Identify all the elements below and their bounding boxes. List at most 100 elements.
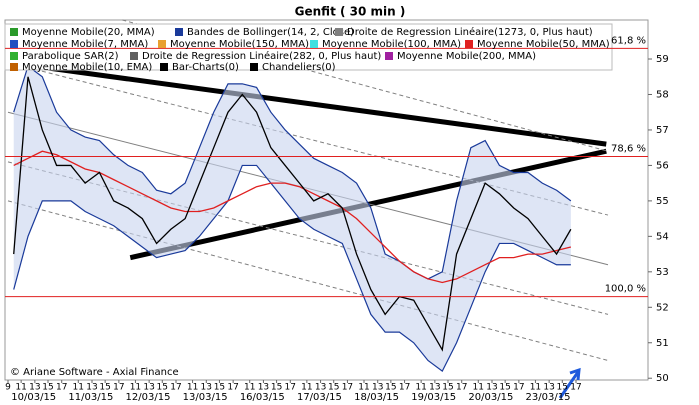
x-minor-label: 11 <box>530 383 541 393</box>
bollinger-fill <box>13 66 571 372</box>
legend-label: Moyenne Mobile(7, MMA) <box>22 39 148 50</box>
fib-label: 61,8 % <box>611 35 646 46</box>
legend-box <box>4 23 613 71</box>
x-tick-label: 18/03/15 <box>354 392 399 403</box>
x-minor-label: 17 <box>399 383 410 393</box>
x-minor-label: 17 <box>170 383 181 393</box>
x-tick-label: 10/03/15 <box>11 392 56 403</box>
legend-label: Bar-Charts(0) <box>172 62 239 73</box>
legend-swatch <box>10 52 18 60</box>
y-tick-label: 58 <box>656 89 669 100</box>
x-tick-label: 19/03/15 <box>411 392 456 403</box>
y-tick-label: 54 <box>656 231 669 242</box>
bollinger-upper <box>13 65 572 280</box>
legend-swatch <box>10 28 18 36</box>
legend-swatch <box>10 40 18 48</box>
legend-label: Moyenne Mobile(20, MMA) <box>22 27 155 38</box>
trendline <box>7 200 609 361</box>
x-minor-label: 17 <box>56 383 67 393</box>
x-minor-label: 11 <box>415 383 426 393</box>
legend-swatch <box>175 28 183 36</box>
x-minor-label: 11 <box>187 383 198 393</box>
legend-label: Droite de Regression Linéaire(282, 0, Pl… <box>142 50 381 62</box>
x-minor-label: 15 <box>42 383 53 393</box>
x-minor-label: 15 <box>99 383 110 393</box>
bollinger-lower <box>13 164 571 373</box>
x-minor-label: 11 <box>301 383 312 393</box>
x-minor-label: 13 <box>486 383 497 393</box>
x-tick-label: 23/03/15 <box>526 392 571 403</box>
legend-label: Droite de Regression Linéaire(1273, 0, P… <box>347 26 593 38</box>
series-line <box>13 76 572 352</box>
y-tick-label: 59 <box>656 54 669 65</box>
x-minor-label: 13 <box>543 383 554 393</box>
legend-swatch <box>130 52 138 60</box>
x-tick-label: 12/03/15 <box>126 392 171 403</box>
x-minor-label: 15 <box>442 383 453 393</box>
x-minor-label: 13 <box>201 383 212 393</box>
legend-label: Moyenne Mobile(10, EMA) <box>22 62 152 73</box>
x-minor-label: 13 <box>258 383 269 393</box>
y-tick-label: 53 <box>656 267 669 278</box>
y-tick-label: 52 <box>656 302 669 313</box>
x-minor-label: 15 <box>214 383 225 393</box>
x-minor-label: 17 <box>113 383 124 393</box>
x-minor-label: 13 <box>143 383 154 393</box>
x-minor-label: 11 <box>73 383 84 393</box>
x-minor-label: 17 <box>456 383 467 393</box>
x-minor-label: 11 <box>358 383 369 393</box>
x-tick-label: 13/03/15 <box>183 392 228 403</box>
y-tick-label: 55 <box>656 196 669 207</box>
x-minor-label: 15 <box>557 383 568 393</box>
legend-label: Bandes de Bollinger(14, 2, Close) <box>187 27 354 38</box>
x-minor-label: 15 <box>499 383 510 393</box>
chart-title: Genfit ( 30 min ) <box>295 5 406 19</box>
x-minor-label: 11 <box>15 383 26 393</box>
x-minor-label: 17 <box>342 383 353 393</box>
x-minor-label: 15 <box>385 383 396 393</box>
legend-label: Moyenne Mobile(100, MMA) <box>322 39 461 50</box>
x-minor-label: 13 <box>29 383 40 393</box>
y-tick-label: 56 <box>656 160 669 171</box>
x-tick-label: 16/03/15 <box>240 392 285 403</box>
series-line <box>13 150 572 284</box>
x-minor-label: 17 <box>227 383 238 393</box>
x-tick-label: 17/03/15 <box>297 392 342 403</box>
legend-swatch <box>250 63 258 71</box>
x-minor-label: 17 <box>285 383 296 393</box>
x-minor-label: 15 <box>157 383 168 393</box>
x-minor-label: 17 <box>513 383 524 393</box>
x-minor-label: 17 <box>570 383 581 393</box>
legend-swatch <box>158 40 166 48</box>
x-minor-label: 13 <box>315 383 326 393</box>
trendline <box>7 62 609 216</box>
legend-label: Moyenne Mobile(50, MMA) <box>477 39 610 50</box>
y-tick-label: 51 <box>656 338 669 349</box>
x-tick-label: 11/03/15 <box>68 392 113 403</box>
fib-label: 100,0 % <box>605 284 646 295</box>
legend-swatch <box>310 40 318 48</box>
y-tick-label: 57 <box>656 125 669 136</box>
x-minor-label: 9 <box>5 383 11 393</box>
legend-label: Chandeliers(0) <box>262 62 336 73</box>
legend-swatch <box>160 63 168 71</box>
x-minor-label: 11 <box>244 383 255 393</box>
fib-label: 78,6 % <box>611 144 646 155</box>
x-minor-label: 13 <box>429 383 440 393</box>
arrow <box>558 367 581 399</box>
x-minor-label: 11 <box>473 383 484 393</box>
x-minor-label: 15 <box>328 383 339 393</box>
x-tick-label: 20/03/15 <box>468 392 513 403</box>
legend-swatch <box>10 63 18 71</box>
y-tick-label: 50 <box>656 373 669 384</box>
trendline <box>7 161 609 315</box>
x-minor-label: 11 <box>130 383 141 393</box>
legend-label: Parabolique SAR(2) <box>22 51 119 62</box>
legend-swatch <box>465 40 473 48</box>
legend-swatch <box>385 52 393 60</box>
trendline <box>7 60 607 147</box>
legend-label: Moyenne Mobile(150, MMA) <box>170 39 309 50</box>
legend-label: Moyenne Mobile(200, MMA) <box>397 51 536 62</box>
